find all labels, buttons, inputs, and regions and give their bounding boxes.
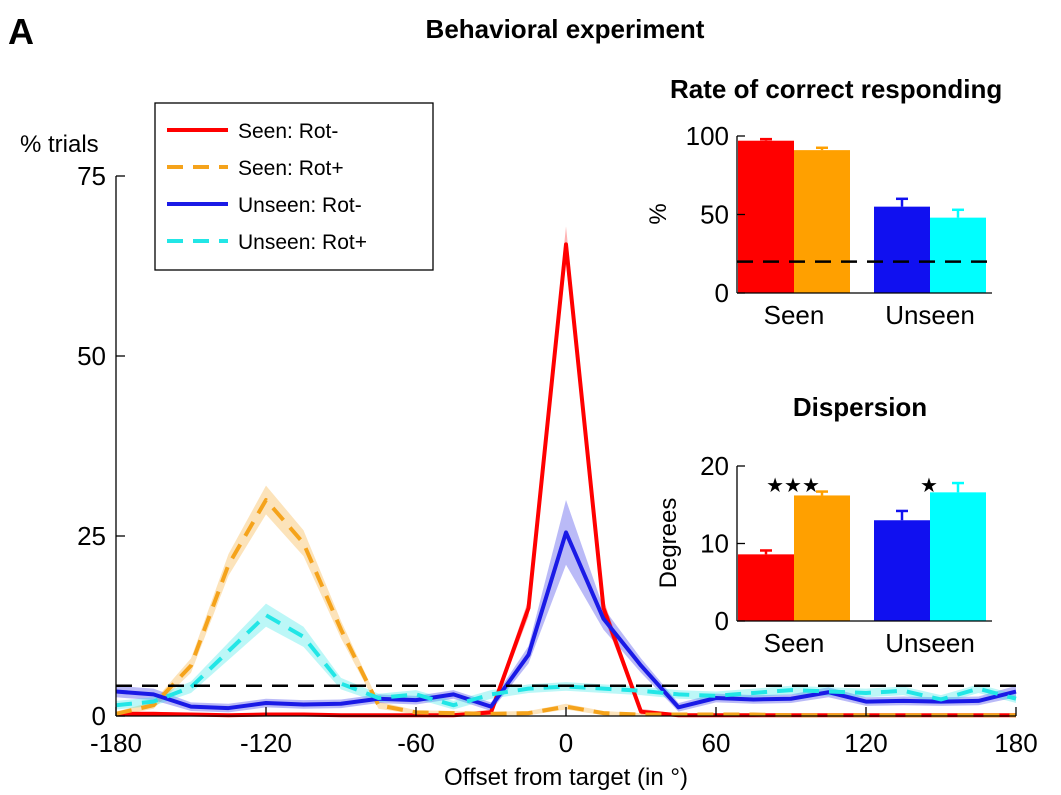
y-tick-label: 0 xyxy=(92,701,106,731)
series-line-unseen-rot xyxy=(115,530,1017,711)
error-band-unseen-rot xyxy=(116,500,1016,713)
x-tick-label: -60 xyxy=(397,728,435,758)
inset2-y-tick-label: 10 xyxy=(700,529,729,559)
inset1-y-tick-label: 0 xyxy=(715,278,729,308)
inset2-bar-unseen-rot xyxy=(874,520,930,621)
inset2-bar-unseen-rot xyxy=(930,492,986,621)
inset1-y-tick-label: 100 xyxy=(686,121,729,151)
y-tick-label: 25 xyxy=(77,521,106,551)
inset1-title: Rate of correct responding xyxy=(670,74,1002,104)
series-line-unseen-rot xyxy=(115,613,1017,708)
legend: Seen: Rot- Seen: Rot+ Unseen: Rot- Unseen: … xyxy=(154,102,434,271)
inset2-title: Dispersion xyxy=(793,392,927,422)
y-tick-label: 50 xyxy=(77,341,106,371)
correct-responding-bar-chart: Rate of correct responding 0 50 100 Seen Uns… xyxy=(645,74,1002,330)
inset2-group-label-unseen: Unseen xyxy=(885,628,975,658)
inset2-y-tick-label: 20 xyxy=(700,451,729,481)
figure-title: Behavioral experiment xyxy=(426,14,705,44)
x-tick-label: 60 xyxy=(702,728,731,758)
inset1-y-tick-label: 50 xyxy=(700,200,729,230)
y-tick-label: 75 xyxy=(77,161,106,191)
legend-label-seen-rot: Seen: Rot- xyxy=(238,120,338,143)
inset2-bar-seen-rot xyxy=(738,554,794,621)
inset1-group-label-unseen: Unseen xyxy=(885,300,975,330)
legend-label-unseen-rot: Unseen: Rot- xyxy=(238,194,362,217)
inset2-group-label-seen: Seen xyxy=(764,628,825,658)
significance-stars-unseen: ★ xyxy=(920,475,938,497)
inset2-y-label: Degrees xyxy=(655,498,682,589)
inset1-bar-unseen-rot xyxy=(930,217,986,293)
panel-label: A xyxy=(8,11,34,52)
error-band-seen-rot xyxy=(116,226,1016,716)
y-axis-label: % trials xyxy=(20,131,99,158)
significance-stars-seen: ★★★ xyxy=(766,475,820,497)
x-tick-label: -120 xyxy=(240,728,292,758)
error-band-unseen-rot xyxy=(116,603,1016,710)
inset1-bar-seen-rot xyxy=(794,150,850,293)
x-tick-label: -180 xyxy=(90,728,142,758)
x-axis-label: Offset from target (in °) xyxy=(444,764,688,791)
series-line-seen-rot xyxy=(116,242,1016,718)
legend-label-seen-rot: Seen: Rot+ xyxy=(238,157,344,180)
inset1-bar-seen-rot xyxy=(738,140,794,293)
x-tick-label: 180 xyxy=(994,728,1037,758)
legend-label-unseen-rot: Unseen: Rot+ xyxy=(238,231,367,254)
inset1-group-label-seen: Seen xyxy=(764,300,825,330)
inset2-bar-seen-rot xyxy=(794,495,850,621)
x-tick-label: 120 xyxy=(844,728,887,758)
inset1-bar-unseen-rot xyxy=(874,206,930,293)
main-line-chart: 0 25 50 75 -180 -120 -60 0 60 120 180 % trials Off… xyxy=(20,102,1038,791)
inset1-y-label: % xyxy=(645,203,672,224)
x-tick-label: 0 xyxy=(559,728,573,758)
inset2-y-tick-label: 0 xyxy=(715,606,729,636)
